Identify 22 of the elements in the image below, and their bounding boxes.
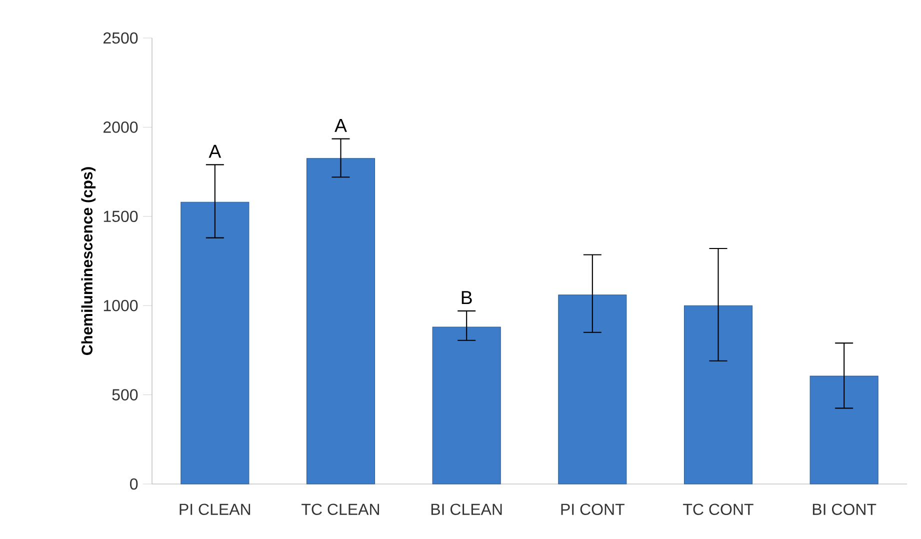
bar: [306, 158, 376, 484]
bar: [810, 376, 878, 484]
y-tick-label: 2500: [104, 32, 138, 44]
bar: [432, 326, 501, 484]
annotation: A: [334, 119, 347, 132]
y-tick-label: 500: [112, 389, 138, 400]
x-tick-label: BI CONT: [812, 504, 876, 516]
x-tick-label: PI CONT: [561, 504, 624, 516]
x-tick-label: TC CLEAN: [302, 504, 379, 516]
bar: [558, 294, 627, 484]
y-tick-label: 2000: [104, 122, 138, 133]
annotation: B: [462, 291, 472, 304]
y-tick-label: 1000: [104, 300, 138, 312]
y-axis-title: Chemiluminescence (cps): [81, 167, 96, 355]
bar: [180, 202, 250, 484]
x-tick-label: TC CONT: [683, 504, 754, 516]
x-tick-label: BI CLEAN: [431, 504, 502, 516]
y-tick-label: 0: [130, 478, 138, 490]
y-tick-label: 1500: [104, 210, 138, 222]
x-tick-label: PI CLEAN: [180, 504, 250, 516]
annotation: A: [208, 144, 222, 158]
bar: [684, 305, 753, 484]
